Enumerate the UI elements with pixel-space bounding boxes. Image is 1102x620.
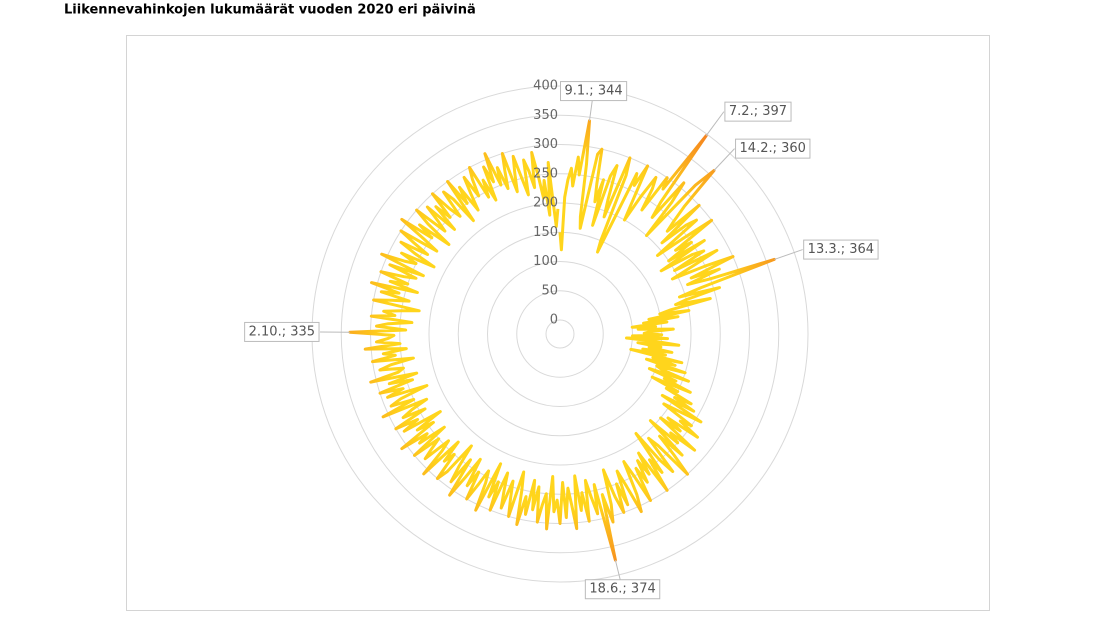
- grid-circle: [399, 173, 721, 495]
- annotation-box: [735, 138, 811, 159]
- chart-title: Liikennevahinkojen lukumäärät vuoden 202…: [64, 3, 476, 18]
- annotation-leader: [705, 111, 725, 137]
- annotation-label: 18.6.; 374: [589, 582, 655, 597]
- annotation-box: [244, 321, 320, 342]
- grid-circle: [428, 202, 692, 466]
- annotation-leader: [713, 148, 735, 171]
- annotation-label: 14.2.; 360: [740, 141, 806, 156]
- annotation-box: [724, 101, 792, 122]
- annotation-label: 7.2.; 397: [729, 104, 787, 119]
- y-tick-label: 350: [533, 108, 558, 123]
- data-line: [348, 119, 776, 562]
- grid-circle: [457, 231, 663, 437]
- grid-circle: [340, 114, 780, 554]
- annotation-box: [803, 239, 879, 260]
- grid-circle: [370, 144, 750, 524]
- grid-circle: [487, 261, 633, 407]
- annotation-label: 13.3.; 364: [808, 242, 874, 257]
- y-tick-label: 200: [533, 196, 558, 211]
- y-tick-label: 400: [533, 79, 558, 94]
- plot-frame: [126, 35, 990, 611]
- annotation-box: [560, 81, 628, 102]
- annotation-label: 2.10.; 335: [249, 324, 315, 339]
- y-tick-label: 100: [533, 254, 558, 269]
- annotation-box: [584, 579, 661, 600]
- annotation-leader: [774, 249, 803, 260]
- y-tick-label: 0: [550, 313, 558, 328]
- y-tick-label: 50: [541, 283, 558, 298]
- y-tick-label: 250: [533, 166, 558, 181]
- annotation-label: 9.1.; 344: [565, 84, 623, 99]
- y-tick-label: 150: [533, 225, 558, 240]
- y-tick-label: 300: [533, 137, 558, 152]
- grid-circle: [545, 319, 575, 349]
- grid-circle: [516, 290, 604, 378]
